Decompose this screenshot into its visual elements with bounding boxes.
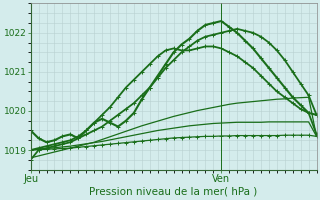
X-axis label: Pression niveau de la mer( hPa ): Pression niveau de la mer( hPa ) xyxy=(90,187,258,197)
